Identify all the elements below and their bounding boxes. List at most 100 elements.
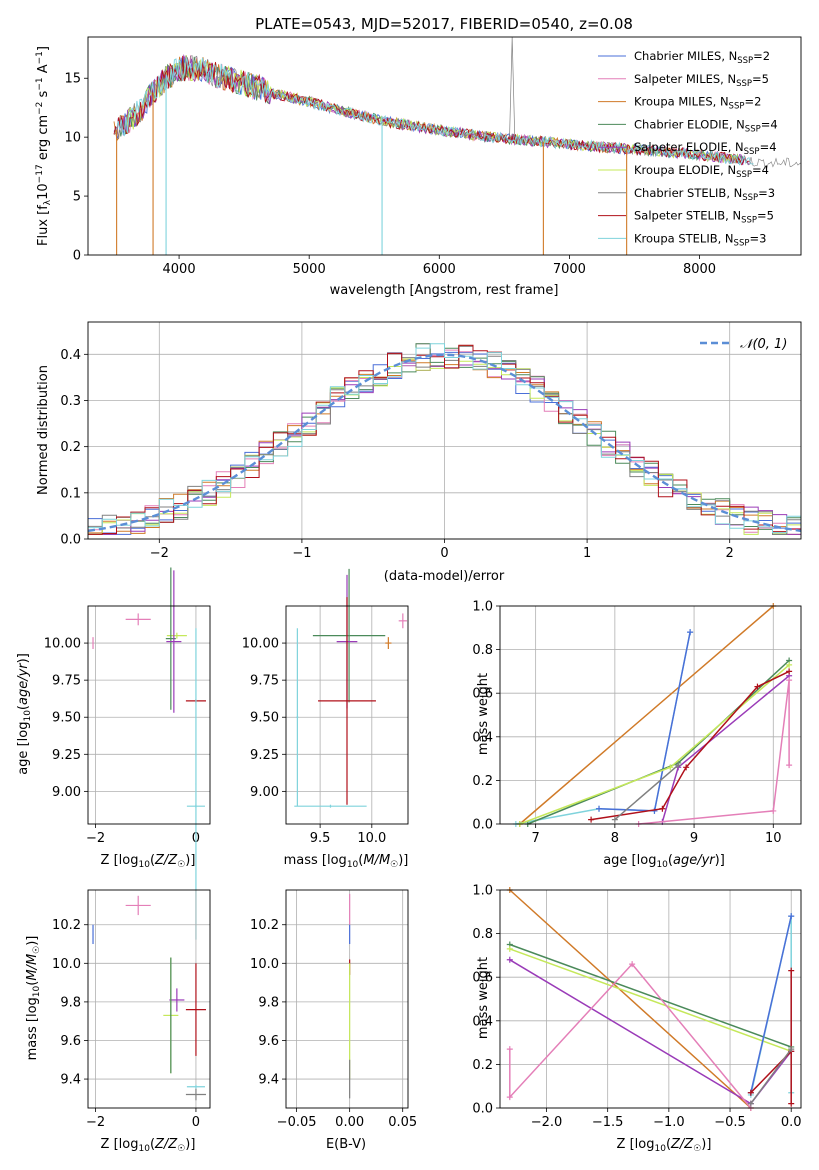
age-mass-x-axis-label: mass [log10(M/M☉)] [284, 853, 409, 870]
legend-label-chabrier-miles: Chabrier MILES, NSSP=2 [634, 49, 770, 66]
weight_vs_z-line-salpeter-miles [509, 962, 752, 1109]
age_vs_mass-y-tick-label: 9.00 [250, 785, 279, 800]
spectrum-y-axis-label: Flux [fλ10−17 erg cm−2 s−1 A−1] [35, 46, 53, 246]
residuals-x-tick-label: 2 [726, 546, 734, 561]
weight_vs_z-marker [788, 967, 795, 974]
mass-vs-ebv-panel: E(B-V) −0.05 0.00 0.05 9.4 9.6 9.8 10.0 10.2 [250, 889, 417, 1152]
age_vs_z-plot-frame [87, 605, 211, 825]
mass_vs_z-y-tick-label: 9.4 [60, 1073, 81, 1088]
age_vs_mass-x-tick-label: 9.5 [310, 831, 331, 846]
mass_vs_z-x-tick-label: −2 [86, 1115, 105, 1130]
mass_vs_z-plot-frame [87, 889, 211, 1109]
weight_vs_z-marker [629, 961, 636, 968]
normal-curve-line [87, 353, 802, 533]
weight_vs_age-marker [611, 816, 618, 823]
mass_vs_ebv-y-tick-label: 10.2 [250, 918, 279, 933]
weight_vs_age-marker [786, 661, 793, 668]
spectrum-plot-frame [87, 36, 802, 256]
weight_vs_age-y-tick-label: 0.8 [472, 643, 493, 658]
weight_vs_z-line-kroupa-elodie [509, 948, 792, 1053]
weight_vs_age-x-tick-label: 10 [765, 831, 782, 846]
mass_vs_ebv-x-tick-label: −0.05 [277, 1115, 317, 1130]
mass_vs_ebv-y-tick-label: 10.0 [250, 957, 279, 972]
residuals-x-tick-label: −2 [150, 546, 169, 561]
spectrum-line-kroupa-stelib [116, 57, 754, 166]
weight-age-y-axis-label: mass weight [476, 673, 491, 755]
residuals-panel: (data-model)/error Normed distribution −… [36, 321, 802, 584]
weight_vs_z-marker [506, 956, 513, 963]
weight_vs_z-marker [788, 913, 795, 920]
weight_vs_age-marker [786, 668, 793, 675]
residuals-y-tick-label: 0.4 [60, 348, 81, 363]
age_vs_mass-y-tick-label: 10.00 [242, 637, 279, 652]
residuals-y-tick-label: 0.0 [60, 533, 81, 548]
spectrum-legend: Chabrier MILES, NSSP=2 Salpeter MILES, NS… [598, 49, 778, 248]
spectrum-x-tick-label: 5000 [293, 262, 326, 277]
spectrum-x-tick-label: 6000 [423, 262, 456, 277]
weight_vs_age-line-chabrier-elodie [527, 659, 790, 825]
mass_vs_ebv-y-tick-label: 9.8 [258, 995, 279, 1010]
weight_vs_age-line-salpeter-stelib [590, 670, 790, 821]
mass-vs-metallicity-panel: Z [log10(Z/Z☉)] mass [log10(M/M☉)] −2 0 9.… [25, 889, 211, 1154]
mass_vs_z-y-tick-label: 10.2 [52, 918, 81, 933]
weight_vs_z-y-tick-label: 0.2 [472, 1058, 493, 1073]
mass_vs_z-y-tick-label: 10.0 [52, 957, 81, 972]
legend-label-salpeter-miles: Salpeter MILES, NSSP=5 [634, 72, 769, 89]
age-z-x-axis-label: Z [log10(Z/Z☉)] [101, 853, 196, 870]
residuals-x-tick-label: −1 [292, 546, 311, 561]
weight_vs_age-y-tick-label: 0.2 [472, 774, 493, 789]
weight_vs_age-line-kroupa-miles [519, 605, 774, 825]
weight_vs_z-line-chabrier-stelib [750, 1048, 792, 1105]
mass_vs_z-y-tick-label: 9.6 [60, 1034, 81, 1049]
spectrum-y-tick-label: 10 [64, 131, 81, 146]
age_vs_z-y-tick-label: 9.25 [52, 748, 81, 763]
weight_vs_z-line-kroupa-miles [509, 889, 752, 1109]
weight_vs_z-marker [506, 945, 513, 952]
weight_vs_z-y-tick-label: 0.4 [472, 1014, 493, 1029]
weight_vs_age-x-tick-label: 9 [690, 831, 698, 846]
residuals-legend: 𝒩(0, 1) [700, 337, 787, 352]
age-vs-mass-panel: mass [log10(M/M☉)] 9.5 10.0 9.00 9.25 9.50 9.… [242, 568, 409, 870]
weight_vs_age-line-kroupa-elodie [519, 664, 790, 825]
spectrum-y-tick-label: 5 [73, 190, 81, 205]
residuals-x-tick-label: 0 [440, 546, 448, 561]
weight-vs-metallicity-panel: Z [log10(Z/Z☉)] mass weight −2.0 −1.5 −1.0… [472, 884, 801, 1155]
weight_vs_z-line-chabrier-miles [750, 916, 792, 1093]
weight_vs_z-line-chabrier-elodie [509, 943, 792, 1048]
weight_vs_z-y-tick-label: 0.0 [472, 1102, 493, 1117]
mass_vs_z-x-tick-label: 0 [192, 1115, 200, 1130]
mass-z-y-axis-label: mass [log10(M/M☉)] [25, 936, 42, 1061]
mass_vs_ebv-x-tick-label: 0.05 [388, 1115, 417, 1130]
weight_vs_z-y-tick-label: 1.0 [472, 884, 493, 899]
weight_vs_age-marker [770, 807, 777, 814]
weight_vs_z-marker [506, 1094, 513, 1101]
weight_vs_age-line-salpeter-elodie [661, 675, 790, 823]
age_vs_z-x-tick-label: −2 [86, 831, 105, 846]
weight_vs_z-y-tick-label: 0.6 [472, 971, 493, 986]
weight-vs-age-panel: age [log10(age/yr)] mass weight 7 8 9 10 0.0… [472, 600, 802, 870]
weight_vs_z-x-tick-label: −1.0 [653, 1115, 685, 1130]
age_vs_z-y-tick-label: 10.00 [44, 637, 81, 652]
age_vs_mass-x-tick-label: 10.0 [357, 831, 386, 846]
age_vs_z-y-tick-label: 9.75 [52, 674, 81, 689]
legend-label-kroupa-stelib: Kroupa STELIB, NSSP=3 [634, 231, 766, 248]
weight_vs_age-x-tick-label: 7 [532, 831, 540, 846]
weight_vs_z-marker [747, 1089, 754, 1096]
residuals-y-tick-label: 0.1 [60, 486, 81, 501]
age-z-y-axis-label: age [log10(age/yr)] [16, 653, 33, 775]
weight_vs_z-marker [747, 1100, 754, 1107]
weight_vs_age-marker [687, 629, 694, 636]
spectrum-panel: PLATE=0543, MJD=52017, FIBERID=0540, z=0… [35, 15, 802, 298]
residuals-y-axis-label: Normed distribution [36, 365, 51, 495]
mass-ebv-x-axis-label: E(B-V) [326, 1137, 366, 1152]
residuals-x-tick-label: 1 [583, 546, 591, 561]
weight_vs_age-marker [667, 764, 674, 771]
age_vs_mass-y-tick-label: 9.50 [250, 711, 279, 726]
weight_vs_z-x-tick-label: −1.5 [592, 1115, 624, 1130]
weight_vs_age-y-tick-label: 0.0 [472, 818, 493, 833]
spectrum-x-tick-label: 7000 [553, 262, 586, 277]
residual-histogram-kroupa-stelib [88, 343, 801, 535]
age_vs_z-y-tick-label: 9.50 [52, 711, 81, 726]
residuals-y-tick-label: 0.3 [60, 394, 81, 409]
